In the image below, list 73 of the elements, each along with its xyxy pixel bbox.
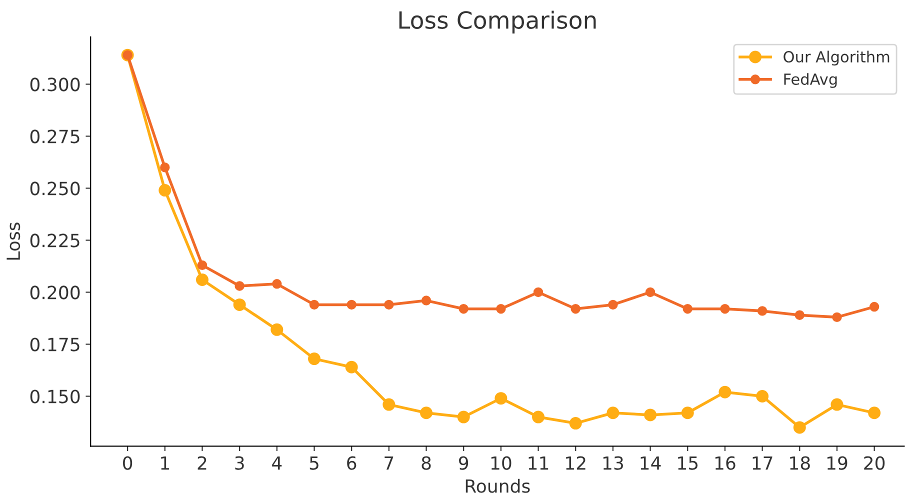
y-tick-label: 0.200 [30, 286, 80, 300]
point [794, 310, 805, 320]
point [384, 300, 394, 310]
point [496, 304, 506, 314]
point [346, 300, 356, 310]
point [345, 360, 358, 374]
x-tick-label: 4 [272, 456, 282, 470]
point [197, 260, 208, 270]
y-tick-label: 0.175 [30, 338, 80, 352]
point [569, 417, 582, 430]
point [718, 386, 732, 398]
point [308, 352, 321, 366]
x-tick-label: 20 [864, 456, 885, 470]
x-tick-label: 17 [752, 456, 772, 470]
x-tick-label: 16 [715, 456, 736, 470]
point [494, 392, 508, 405]
point [382, 398, 396, 411]
x-tick-label: 9 [458, 456, 468, 470]
y-tick-label: 0.300 [30, 78, 80, 92]
x-tick-label: 11 [528, 456, 548, 470]
point [160, 162, 170, 172]
point [868, 406, 881, 420]
point [270, 323, 284, 336]
x-tick-label: 5 [310, 456, 318, 470]
point [757, 306, 768, 316]
point [830, 398, 844, 411]
point [272, 279, 282, 289]
x-tick-label: 2 [198, 456, 206, 470]
point [532, 410, 545, 424]
point [458, 304, 468, 314]
x-tick-label: 14 [640, 456, 661, 470]
point [869, 302, 880, 312]
point [420, 406, 433, 420]
point [457, 410, 470, 424]
point [606, 406, 620, 420]
point [533, 287, 544, 298]
point [196, 273, 208, 286]
x-tick-label: 6 [347, 456, 356, 470]
point [158, 184, 172, 197]
point [644, 408, 657, 422]
y-tick-label: 0.150 [30, 390, 80, 404]
y-axis-title: Loss [6, 222, 20, 260]
x-tick-label: 10 [491, 456, 512, 470]
point [570, 304, 580, 314]
point [421, 296, 432, 306]
point [645, 287, 656, 298]
x-tick-label: 0 [123, 456, 132, 470]
x-tick-label: 7 [384, 456, 394, 470]
y-tick-label: 0.275 [30, 130, 80, 144]
legend-label: FedAvg [784, 73, 837, 88]
point [682, 304, 692, 314]
point [233, 298, 246, 311]
x-tick-label: 18 [790, 456, 810, 470]
point [608, 300, 618, 310]
point [832, 312, 842, 322]
x-tick-label: 3 [235, 456, 244, 470]
y-tick-label: 0.250 [30, 182, 80, 196]
point [720, 304, 730, 314]
x-tick-label: 13 [603, 456, 623, 470]
point [309, 300, 320, 310]
x-tick-label: 1 [161, 456, 169, 470]
point [756, 390, 769, 402]
x-axis-title: Rounds [466, 478, 530, 493]
x-tick-label: 12 [566, 456, 586, 470]
point [793, 421, 806, 434]
legend-label: Our Algorithm [784, 50, 890, 66]
x-tick-label: 8 [422, 456, 431, 470]
x-tick-label: 19 [827, 456, 848, 470]
point [234, 281, 244, 291]
x-tick-label: 15 [678, 456, 698, 470]
chart-title: Loss Comparison [399, 10, 596, 34]
y-tick-label: 0.225 [30, 234, 80, 248]
point [681, 406, 694, 420]
